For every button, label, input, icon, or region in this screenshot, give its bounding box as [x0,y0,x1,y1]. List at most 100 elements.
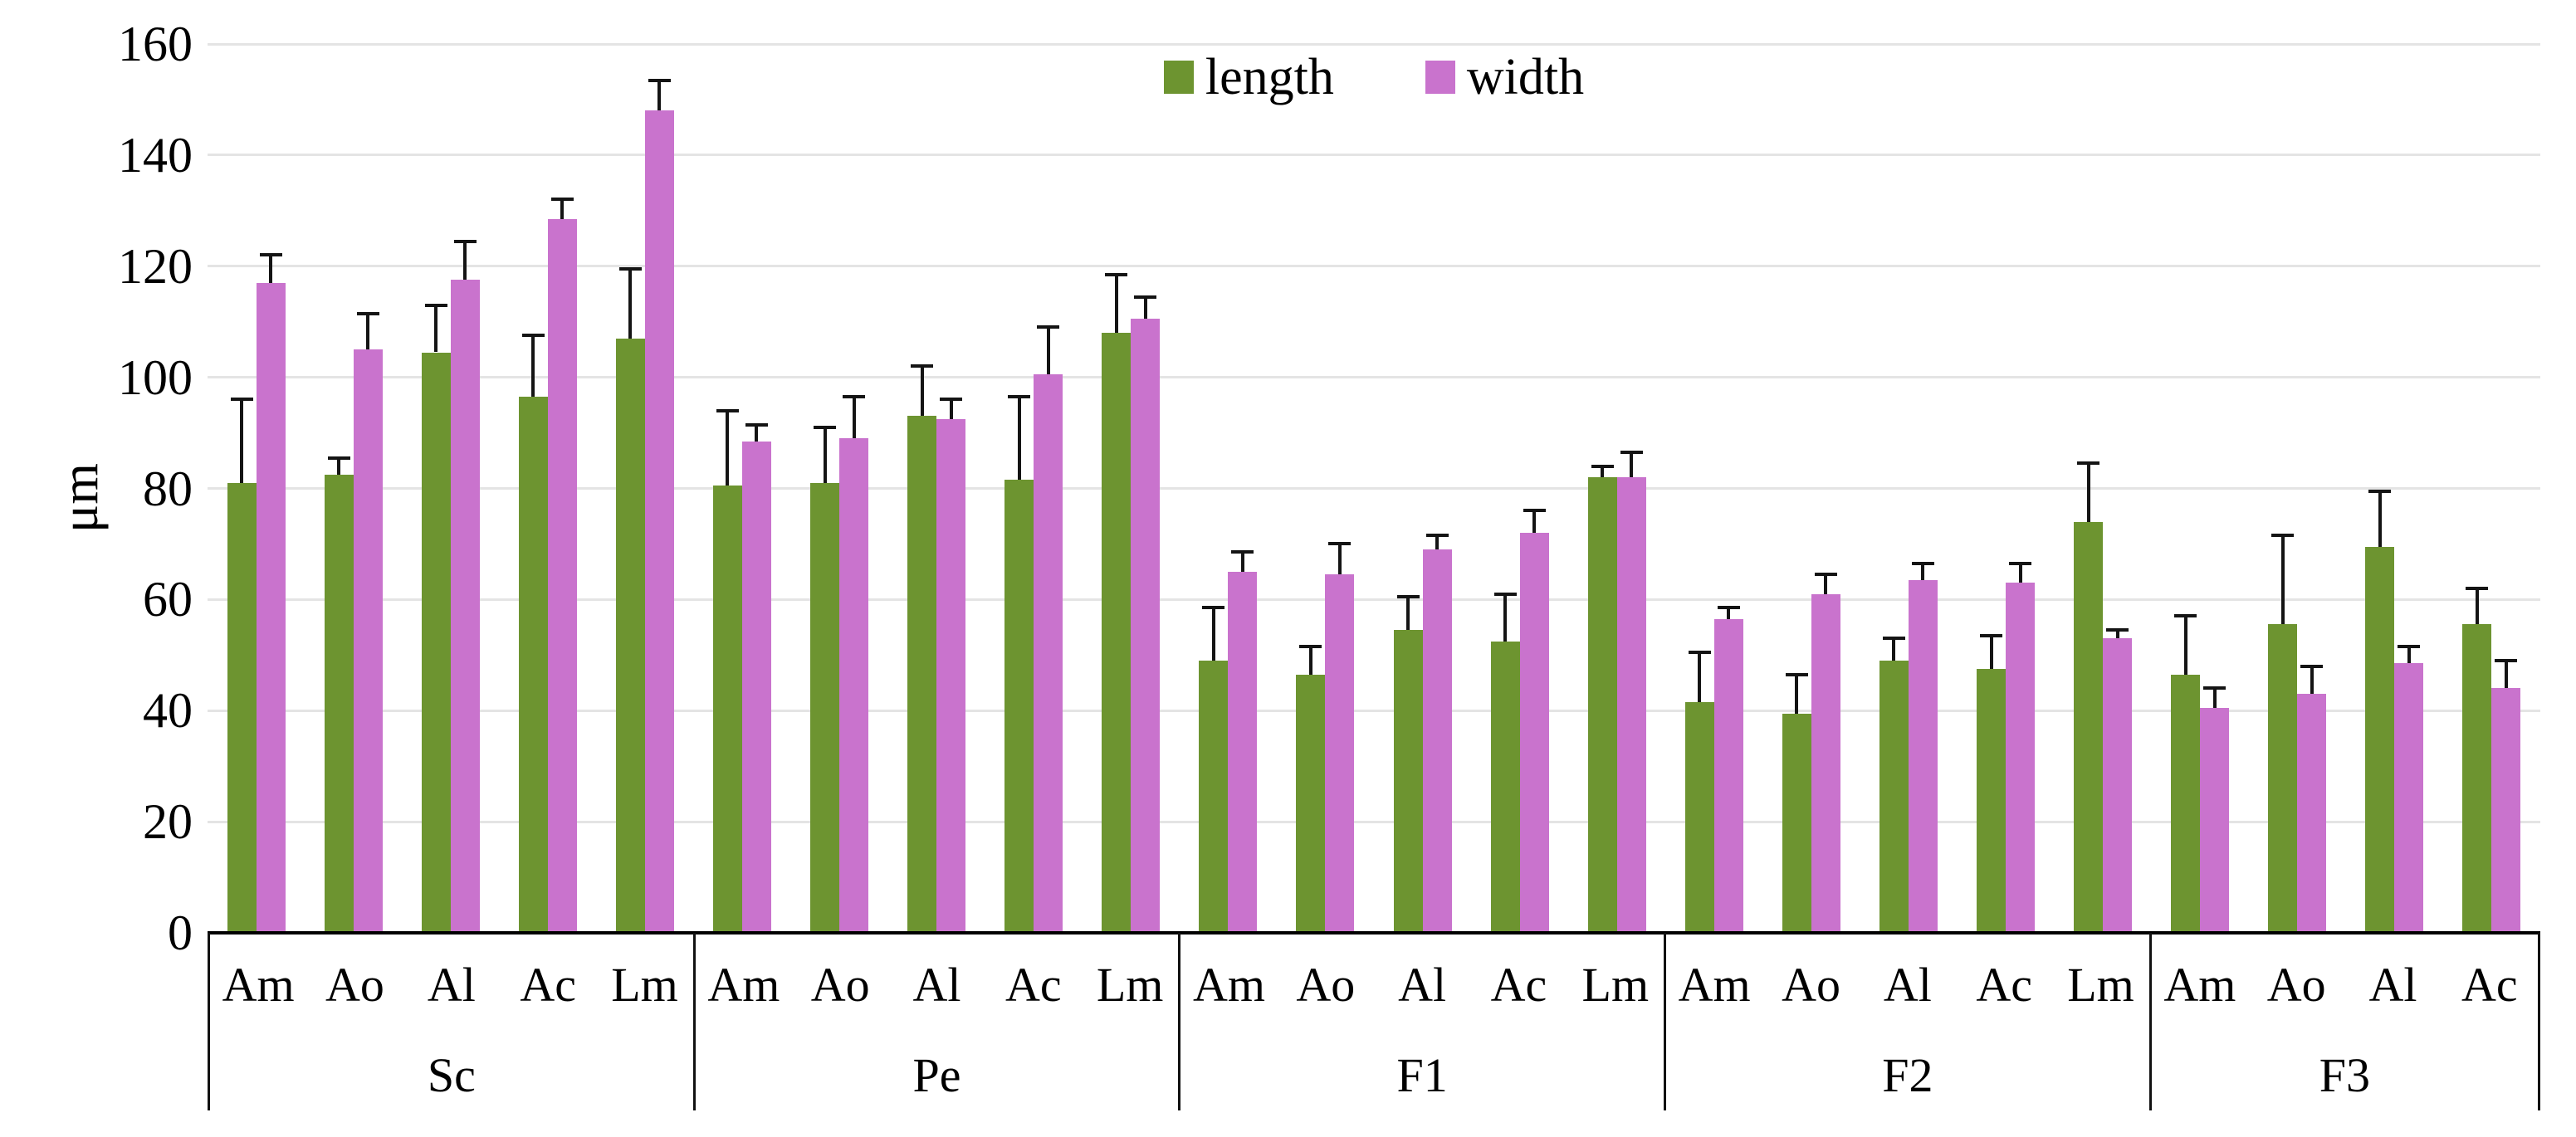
group-label-F2: F2 [1882,1048,1933,1102]
error-bar-Sc-Al-width [463,241,467,281]
length-series-swatch-icon [1163,61,1194,94]
bar-F1-Ac-width [1519,533,1549,933]
bar-F3-Al-width [2394,663,2424,933]
error-bar-cap-Pe-Am-width [745,422,768,427]
subcategory-row-Sc: Am Ao Al Ac Lm [210,956,693,1014]
error-bar-cap-Sc-Ao-width [356,311,379,315]
subcategory-label-F1-Ao: Ao [1296,958,1356,1012]
error-bar-F2-Ao-length [1795,674,1799,714]
error-bar-F3-Am-width [2212,688,2217,708]
subcategory-row-F2: Am Ao Al Ac Lm [1666,956,2149,1014]
error-bar-F1-Al-width [1435,535,1440,550]
error-bar-F2-Am-length [1698,651,1702,703]
error-bar-Sc-Ac-length [531,335,535,398]
error-bar-cap-Pe-Ao-width [843,395,866,399]
bar-F3-Ao-length [2268,624,2298,933]
error-bar-cap-Pe-Ao-length [814,425,837,429]
bar-Sc-Ao-length [324,474,354,933]
error-bar-cap-F2-Al-length [1882,637,1905,641]
error-bar-F1-Ao-length [1308,647,1312,675]
bar-Sc-Am-width [256,282,286,933]
x-axis-line [208,931,2540,934]
error-bar-Pe-Ac-length [1017,397,1021,481]
subcategory-label-Pe-Am: Am [707,958,780,1012]
gridline-y-80 [208,487,2540,490]
error-bar-Pe-Ao-width [852,397,856,439]
legend-item-width: width [1425,51,1584,103]
bar-Pe-Ao-width [839,438,869,933]
y-tick-label-80: 80 [143,461,193,516]
legend-label-width: width [1466,49,1585,105]
bar-F3-Ac-width [2491,688,2521,933]
error-bar-cap-Sc-Al-length [424,303,447,307]
bar-F2-Lm-length [2074,521,2104,933]
error-bar-cap-F3-Ac-width [2495,659,2518,662]
error-bar-cap-F2-Ac-width [2009,561,2032,565]
error-bar-F2-Al-length [1892,638,1896,661]
error-bar-cap-F1-Al-length [1396,595,1420,599]
bar-F1-Ao-width [1325,574,1355,933]
error-bar-cap-F3-Ao-length [2271,534,2295,538]
subcategory-label-F3-Ac: Ac [2461,958,2518,1012]
error-bar-cap-Sc-Ac-length [521,334,545,338]
error-bar-Sc-Ac-width [560,199,565,219]
gridline-y-60 [208,598,2540,601]
bar-Pe-Lm-length [1102,333,1132,933]
error-bar-F2-Lm-width [2115,630,2119,639]
bar-F2-Al-length [1879,661,1909,933]
subcategory-label-Sc-Ac: Ac [520,958,576,1012]
gridline-y-140 [208,154,2540,157]
error-bar-F1-Lm-length [1601,466,1605,478]
error-bar-F2-Lm-length [2086,463,2090,522]
error-bar-Sc-Al-length [434,305,438,353]
bar-Pe-Ao-length [810,482,840,933]
subcategory-label-Pe-Ao: Ao [810,958,870,1012]
bar-Pe-Al-width [936,418,966,933]
bar-Sc-Lm-length [615,338,645,933]
group-label-F1: F1 [1396,1048,1448,1102]
error-bar-Sc-Lm-width [657,80,662,111]
bar-F1-Al-length [1393,630,1423,933]
error-bar-F3-Am-length [2183,616,2187,675]
error-bar-cap-F3-Al-length [2368,489,2392,493]
error-bar-cap-Sc-Lm-length [618,267,642,271]
bar-Sc-Ac-length [518,397,548,933]
error-bar-cap-Pe-Lm-length [1105,272,1128,276]
error-bar-F3-Al-length [2378,490,2382,547]
error-bar-F1-Am-width [1240,552,1244,572]
bar-Pe-Lm-width [1131,319,1161,933]
error-bar-cap-Sc-Ac-width [550,198,574,202]
bar-F2-Am-length [1684,702,1714,933]
error-bar-F2-Ac-width [2018,563,2022,583]
gridline-y-20 [208,820,2540,823]
y-tick-label-20: 20 [143,794,193,850]
legend-item-length: length [1163,51,1334,103]
bar-F1-Lm-width [1616,477,1646,933]
error-bar-cap-F2-Lm-width [2106,628,2129,632]
bar-F2-Ao-length [1782,713,1811,933]
bar-F2-Am-width [1713,618,1743,933]
error-bar-cap-Pe-Ac-length [1008,395,1031,399]
error-bar-cap-F2-Am-width [1717,606,1740,610]
bar-F2-Ac-length [1977,669,2007,933]
error-bar-F1-Al-length [1406,597,1410,631]
error-bar-cap-Sc-Lm-width [648,78,671,82]
gridline-y-40 [208,709,2540,712]
bar-F2-Lm-width [2103,638,2133,933]
subcategory-label-F1-Al: Al [1398,958,1447,1012]
error-bar-Sc-Lm-length [628,269,633,339]
subcategory-row-Pe: Am Ao Al Ac Lm [696,956,1179,1014]
error-bar-cap-Sc-Al-width [453,239,477,243]
bar-Pe-Am-width [741,441,771,933]
group-label-Pe: Pe [912,1048,961,1102]
error-bar-Pe-Lm-width [1143,296,1147,320]
error-bar-cap-F3-Am-width [2203,686,2227,690]
error-bar-cap-F1-Ao-length [1299,645,1322,649]
subcategory-label-Sc-Ao: Ao [325,958,384,1012]
bar-F1-Am-width [1228,571,1258,933]
error-bar-Pe-Ac-width [1046,327,1050,375]
error-bar-cap-Sc-Am-width [259,253,282,257]
subcategory-label-Pe-Ac: Ac [1005,958,1062,1012]
subcategory-label-F3-Am: Am [2163,958,2236,1012]
error-bar-Sc-Ao-length [337,457,341,475]
